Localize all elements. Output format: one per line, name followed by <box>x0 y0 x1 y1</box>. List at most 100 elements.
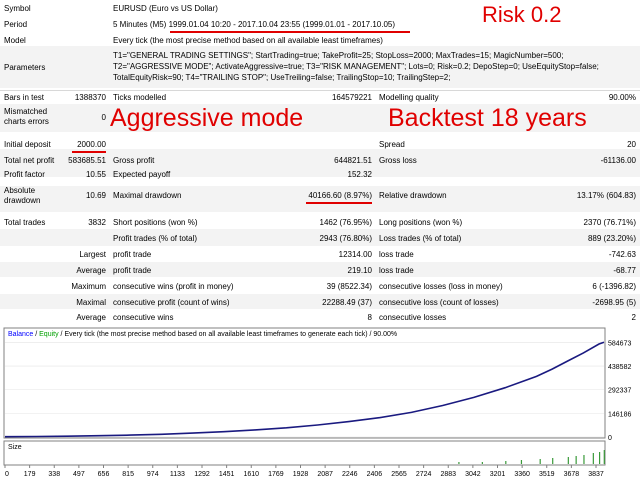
netprofit-label: Total net profit <box>4 156 55 165</box>
x-tick-label: 815 <box>122 471 134 478</box>
short-value: 1462 (76.95%) <box>319 218 372 227</box>
x-tick-label: 2883 <box>440 471 456 478</box>
average-loss-value: -68.77 <box>613 266 636 275</box>
y-tick-label: 438582 <box>608 364 631 371</box>
balance-chart: Balance / Equity / Every tick (the most … <box>0 326 640 480</box>
x-tick-label: 1451 <box>219 471 235 478</box>
size-bar <box>552 458 554 464</box>
x-tick-label: 2565 <box>391 471 407 478</box>
x-tick-label: 3201 <box>490 471 506 478</box>
period-underline <box>170 31 410 33</box>
avg-cons-losses-label: consecutive losses <box>379 313 447 322</box>
x-tick-label: 3042 <box>465 471 481 478</box>
long-value: 2370 (76.71%) <box>583 218 636 227</box>
svg-text:Balance / Equity / Every tick: Balance / Equity / Every tick (the most … <box>8 331 397 338</box>
reldd-value: 13.17% (604.83) <box>576 191 636 200</box>
deposit-value: 2000.00 <box>77 140 106 149</box>
size-bar <box>520 460 523 464</box>
x-tick-label: 3360 <box>514 471 530 478</box>
size-bar <box>592 453 594 464</box>
average-profit-value: 219.10 <box>347 266 372 275</box>
ptrades-label: Profit trades (% of total) <box>113 234 198 243</box>
x-tick-label: 3678 <box>564 471 580 478</box>
grossloss-label: Gross loss <box>379 156 417 165</box>
x-tick-label: 2724 <box>416 471 432 478</box>
maximal-cons-loss-value: -2698.95 (5) <box>592 298 636 307</box>
avg-cons-wins-label: consecutive wins <box>113 313 174 322</box>
ticks-value: 164579221 <box>331 93 372 102</box>
y-tick-label: 584673 <box>608 340 631 347</box>
quality-value: 90.00% <box>608 93 636 102</box>
x-tick-label: 2246 <box>342 471 358 478</box>
parameters-line-2: T2="AGGRESSIVE MODE"; ActivateAggressive… <box>113 62 599 71</box>
parameters-value: T1="GENERAL TRADING SETTINGS"; StartTrad… <box>113 50 599 83</box>
parameters-line-1: T1="GENERAL TRADING SETTINGS"; StartTrad… <box>113 51 564 60</box>
x-tick-label: 2406 <box>367 471 383 478</box>
reldd-label: Relative drawdown <box>379 191 447 200</box>
equity-legend: Equity <box>39 331 59 338</box>
largest-loss-value: -742.63 <box>608 250 636 259</box>
maxdd-underline <box>306 202 372 204</box>
grossprofit-value: 644821.51 <box>334 156 372 165</box>
y-tick-label: 292337 <box>608 388 631 395</box>
long-label: Long positions (won %) <box>379 218 463 227</box>
x-tick-label: 338 <box>48 471 60 478</box>
maximal-cons-profit-value: 22288.49 (37) <box>322 298 372 307</box>
average-loss-label: loss trade <box>379 266 414 275</box>
x-tick-label: 656 <box>98 471 110 478</box>
x-tick-label: 1292 <box>194 471 210 478</box>
short-label: Short positions (won %) <box>113 218 198 227</box>
balance-legend: Balance <box>8 331 33 338</box>
mismatch-label: Mismatched charts errors <box>4 107 49 126</box>
netprofit-value: 583685.51 <box>68 156 106 165</box>
largest-label: Largest <box>79 250 106 259</box>
average-label: Average <box>76 266 106 275</box>
pf-value: 10.55 <box>85 170 106 179</box>
period-value: 5 Minutes (M5) 1999.01.04 10:20 - 2017.1… <box>113 20 396 29</box>
parameters-label: Parameters <box>4 63 46 72</box>
deposit-underline <box>72 151 106 153</box>
largest-profit-value: 12314.00 <box>338 250 372 259</box>
period-label: Period <box>4 20 28 29</box>
x-tick-label: 1769 <box>268 471 284 478</box>
payoff-label: Expected payoff <box>113 170 171 179</box>
ptrades-value: 2943 (76.80%) <box>319 234 372 243</box>
x-tick-label: 1610 <box>243 471 259 478</box>
period-range: 1999.01.04 10:20 - 2017.10.04 23:55 (199… <box>168 20 396 29</box>
absdd-value: 10.69 <box>85 191 106 200</box>
mismatch-value: 0 <box>101 113 106 122</box>
x-tick-label: 179 <box>24 471 36 478</box>
size-bar <box>575 456 577 464</box>
max-cons-losses-value: 6 (-1396.82) <box>592 282 636 291</box>
max-cons-wins-label: consecutive wins (profit in money) <box>113 282 234 291</box>
risk-overlay: Risk 0.2 <box>482 2 562 27</box>
x-tick-label: 2087 <box>317 471 333 478</box>
model-value: Every tick (the most precise method base… <box>113 36 383 45</box>
balance-curve <box>4 341 605 438</box>
x-tick-label: 974 <box>147 471 159 478</box>
symbol-label: Symbol <box>4 4 31 13</box>
aggressive-overlay: Aggressive mode <box>110 104 304 132</box>
x-tick-label: 3519 <box>539 471 555 478</box>
maximal-label: Maximal <box>76 298 106 307</box>
grossprofit-label: Gross profit <box>113 156 155 165</box>
absdd-label: Absolute drawdown <box>4 186 41 205</box>
quality-label: Modelling quality <box>379 93 439 102</box>
y-tick-label: 0 <box>608 435 612 442</box>
trades-value: 3832 <box>88 218 106 227</box>
size-bar <box>539 459 541 464</box>
largest-loss-label: loss trade <box>379 250 414 259</box>
trades-label: Total trades <box>4 218 46 227</box>
pf-label: Profit factor <box>4 170 45 179</box>
max-cons-wins-value: 39 (8522.34) <box>326 282 372 291</box>
maxdd-label: Maximal drawdown <box>113 191 182 200</box>
spread-value: 20 <box>627 140 636 149</box>
maximum-label: Maximum <box>71 282 106 291</box>
largest-profit-label: profit trade <box>113 250 152 259</box>
average2-label: Average <box>76 313 106 322</box>
symbol-value: EURUSD (Euro vs US Dollar) <box>113 4 218 13</box>
size-label: Size <box>8 444 22 451</box>
y-tick-label: 146186 <box>608 411 631 418</box>
x-tick-label: 1133 <box>170 471 185 478</box>
maximal-cons-profit-label: consecutive profit (count of wins) <box>113 298 230 307</box>
